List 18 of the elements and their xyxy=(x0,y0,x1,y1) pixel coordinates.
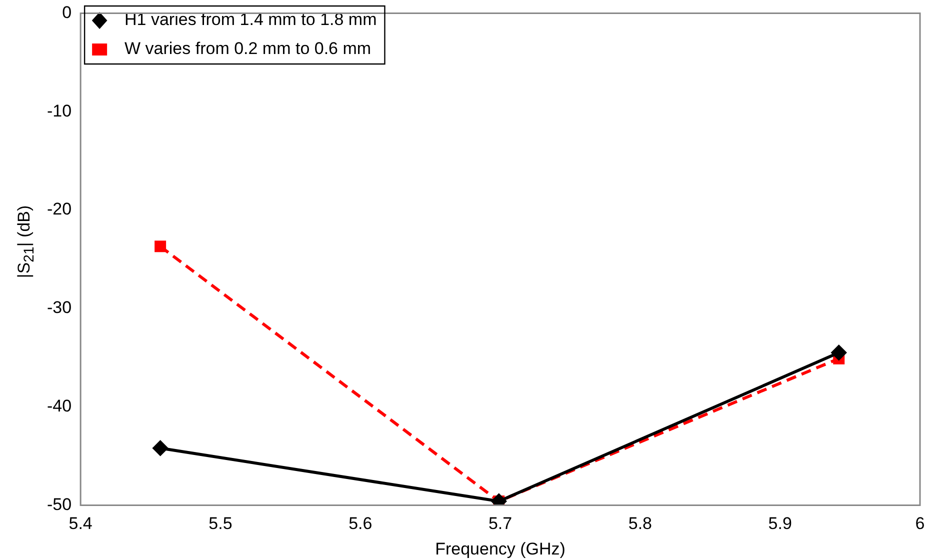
x-tick-label: 6 xyxy=(915,514,925,534)
y-tick-label: -40 xyxy=(46,396,72,416)
legend-label: W varies from 0.2 mm to 0.6 mm xyxy=(115,39,372,58)
point xyxy=(152,440,168,456)
y-tick-label: 0 xyxy=(62,2,72,22)
point xyxy=(831,345,846,360)
x-tick-label: 5.9 xyxy=(768,514,792,534)
x-axis-title: Frequency (GHz) xyxy=(435,539,566,558)
y-tick-label: -10 xyxy=(46,101,72,120)
x-tick-label: 5.5 xyxy=(208,514,232,534)
y-tick-label: -30 xyxy=(46,298,72,318)
x-tick-label: 5.7 xyxy=(488,514,512,534)
x-tick-label: 5.4 xyxy=(68,514,92,534)
y-tick-label: -20 xyxy=(46,200,72,219)
x-tick-label: 5.6 xyxy=(348,514,372,534)
x-tick-label: 5.8 xyxy=(628,514,652,534)
point xyxy=(154,240,166,252)
y-tick-label: -50 xyxy=(46,494,72,514)
